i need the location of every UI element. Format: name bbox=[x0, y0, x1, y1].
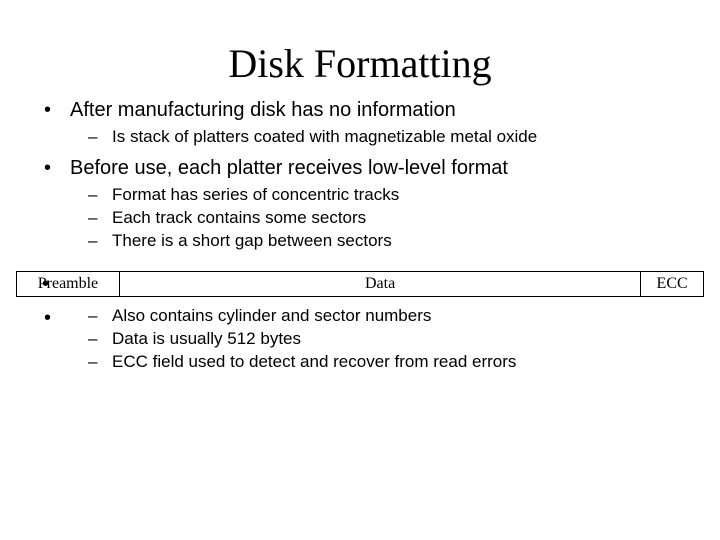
bullet-list-continued: Also contains cylinder and sector number… bbox=[0, 305, 720, 374]
bullet-level1-empty: Also contains cylinder and sector number… bbox=[30, 305, 690, 374]
bullet-text: Before use, each platter receives low-le… bbox=[70, 157, 508, 179]
slide: Disk Formatting After manufacturing disk… bbox=[0, 0, 720, 540]
sector-format-diagram: Preamble Data ECC bbox=[16, 271, 704, 297]
diagram-segment-data: Data bbox=[120, 272, 641, 296]
sub-bullet: There is a short gap between sectors bbox=[70, 230, 690, 253]
sub-bullet: ECC field used to detect and recover fro… bbox=[70, 351, 690, 374]
sub-bullet: Each track contains some sectors bbox=[70, 207, 690, 230]
bullet-text: After manufacturing disk has no informat… bbox=[70, 99, 456, 121]
slide-title: Disk Formatting bbox=[0, 0, 720, 97]
bullet-level1: After manufacturing disk has no informat… bbox=[30, 97, 690, 149]
bullet-level1: Before use, each platter receives low-le… bbox=[30, 155, 690, 253]
sub-bullet: Is stack of platters coated with magneti… bbox=[70, 126, 690, 149]
sub-bullet-list: Also contains cylinder and sector number… bbox=[70, 305, 690, 374]
diagram-segment-preamble: Preamble bbox=[17, 272, 120, 296]
sub-bullet-list: Is stack of platters coated with magneti… bbox=[70, 126, 690, 149]
stray-bullet-dot: • bbox=[42, 273, 49, 296]
sub-bullet: Data is usually 512 bytes bbox=[70, 328, 690, 351]
sub-bullet: Format has series of concentric tracks bbox=[70, 184, 690, 207]
diagram-segment-ecc: ECC bbox=[641, 272, 703, 296]
bullet-list: After manufacturing disk has no informat… bbox=[0, 97, 720, 253]
sub-bullet-list: Format has series of concentric tracks E… bbox=[70, 184, 690, 253]
sub-bullet: Also contains cylinder and sector number… bbox=[70, 305, 690, 328]
